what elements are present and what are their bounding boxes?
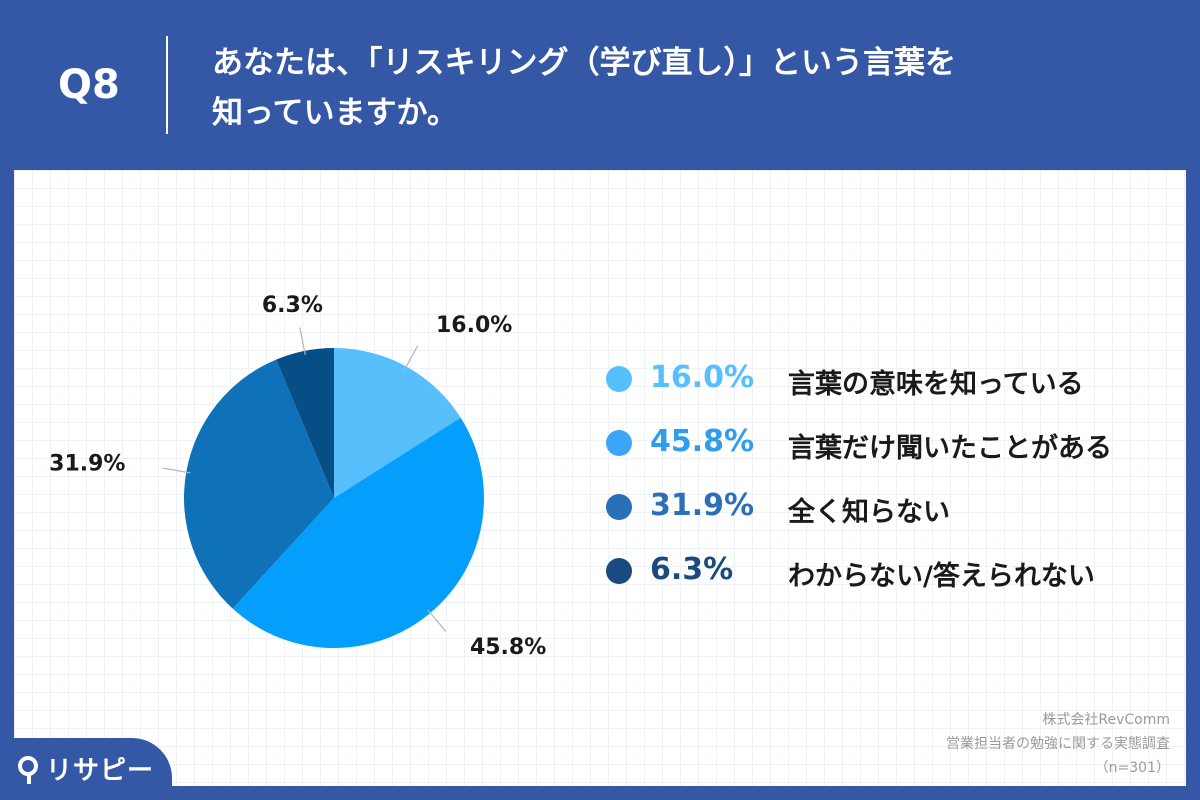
map-pin-icon [18, 756, 38, 784]
pie-slice [232, 417, 485, 649]
legend-label: 全く知らない [788, 497, 950, 528]
legend-item: 45.8% 言葉だけ聞いたことがある [606, 418, 1186, 482]
legend-swatch [606, 558, 632, 584]
pie-slice [334, 348, 461, 498]
slice-label: 31.9% [49, 451, 125, 476]
brand-logo-text: リサピー [46, 756, 155, 786]
leader-line [427, 609, 447, 632]
chart-legend: 16.0% 言葉の意味を知っている 45.8% 言葉だけ聞いたことがある 31.… [606, 354, 1186, 610]
legend-item: 6.3% わからない/答えられない [606, 546, 1186, 610]
legend-item: 31.9% 全く知らない [606, 482, 1186, 546]
pie-slice [184, 359, 334, 609]
legend-label: 言葉の意味を知っている [788, 369, 1084, 400]
legend-percent: 16.0% [650, 360, 755, 395]
legend-swatch [606, 494, 632, 520]
question-number: Q8 [58, 62, 120, 108]
source-company: 株式会社RevComm [1042, 712, 1170, 728]
legend-label: わからない/答えられない [788, 561, 1095, 592]
legend-percent: 6.3% [650, 552, 734, 587]
brand-logo: リサピー [0, 738, 172, 800]
question-header: Q8 あなたは、「リスキリング（学び直し）」という言葉を 知っていますか。 [0, 0, 1200, 170]
slice-label: 16.0% [436, 313, 512, 338]
legend-label: 言葉だけ聞いたことがある [788, 433, 1112, 464]
question-title-line-2: 知っていますか。 [212, 95, 458, 131]
slice-label: 6.3% [262, 293, 323, 318]
leader-line [403, 345, 419, 371]
question-title: あなたは、「リスキリング（学び直し）」という言葉を 知っていますか。 [212, 38, 1172, 138]
legend-item: 16.0% 言葉の意味を知っている [606, 354, 1186, 418]
source-note: 株式会社RevComm 営業担当者の勉強に関する実態調査 （n=301） [946, 708, 1170, 780]
leader-line [162, 467, 191, 474]
source-survey: 営業担当者の勉強に関する実態調査 [946, 736, 1170, 752]
legend-percent: 31.9% [650, 488, 755, 523]
legend-swatch [606, 430, 632, 456]
slice-label: 45.8% [470, 635, 546, 660]
pie-chart: 16.0% 45.8% 31.9% 6.3% [49, 293, 546, 660]
chart-panel: 16.0% 45.8% 31.9% 6.3% 16.0% 言葉の意味を知っている 45… [14, 170, 1186, 786]
pie-slice [276, 348, 334, 498]
header-divider [166, 36, 168, 134]
source-sample-size: （n=301） [1094, 760, 1170, 776]
question-title-line-1: あなたは、「リスキリング（学び直し）」という言葉を [212, 45, 956, 81]
legend-swatch [606, 366, 632, 392]
leader-line [299, 327, 306, 355]
legend-percent: 45.8% [650, 424, 755, 459]
